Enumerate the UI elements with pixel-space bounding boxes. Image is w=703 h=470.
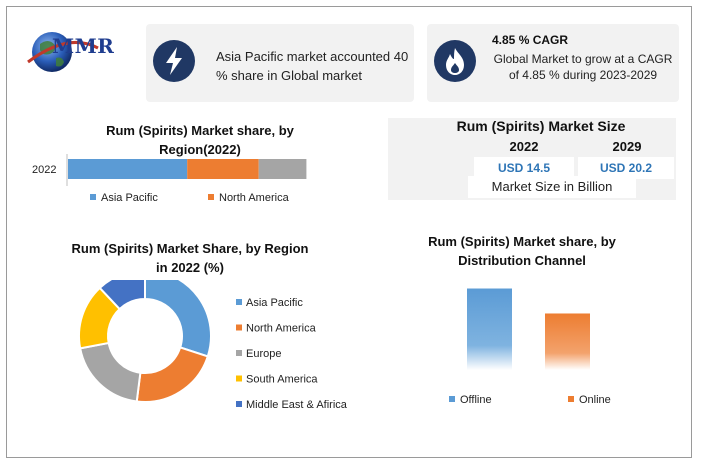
flame-icon [434, 40, 476, 82]
infographic-frame [6, 6, 692, 458]
region-share-title: Rum (Spirits) Market share, by Region(20… [80, 121, 320, 159]
legend-swatch [236, 401, 242, 407]
market-size-caption: Market Size in Billion [468, 176, 636, 198]
cagr-text: Global Market to grow at a CAGR of 4.85 … [493, 52, 673, 82]
legend-swatch [236, 350, 242, 356]
distribution-title-text: Rum (Spirits) Market share, by Distribut… [428, 234, 616, 268]
cagr-title: 4.85 % CAGR [492, 33, 569, 47]
donut-slice-europe [78, 341, 142, 403]
donut-title-text: Rum (Spirits) Market Share, by Region in… [71, 241, 309, 275]
value-2029: USD 20.2 [578, 157, 674, 179]
region-share-title-text: Rum (Spirits) Market share, by Region(20… [106, 123, 294, 157]
donut-slice-middle-east-afirica [98, 280, 146, 311]
legend-swatch [236, 299, 242, 305]
legend-label: South America [246, 374, 318, 386]
legend-swatch [236, 375, 242, 382]
bar-online [545, 313, 590, 370]
legend-swatch [568, 396, 574, 402]
legend-label: Asia Pacific [246, 297, 303, 309]
legend-label: North America [219, 192, 290, 204]
category-label: 2022 [32, 164, 56, 176]
year-2029-label: 2029 [612, 139, 642, 154]
legend-label: Middle East & Afirica [246, 399, 348, 411]
bar-offline [467, 288, 512, 370]
market-size-title: Rum (Spirits) Market Size [456, 118, 626, 134]
stacked-segment-other [258, 159, 307, 179]
legend-label: Online [579, 394, 611, 406]
legend-swatch [90, 194, 96, 200]
year-2022-label: 2022 [509, 139, 539, 154]
legend-label: Asia Pacific [101, 192, 158, 204]
distribution-title: Rum (Spirits) Market share, by Distribut… [398, 232, 646, 270]
stacked-segment-asia-pacific [68, 159, 188, 179]
region-share-bar-chart: 2022 Asia Pacific North America [32, 154, 307, 204]
value-2022: USD 14.5 [474, 157, 574, 179]
legend-label: Offline [460, 394, 492, 406]
legend-label: Europe [246, 348, 281, 360]
lightning-icon [153, 40, 195, 82]
mmr-logo [27, 32, 99, 72]
region-donut-chart: Asia Pacific North America Europe South Ame… [78, 280, 348, 411]
logo-text: MMR [52, 34, 115, 58]
stacked-segment-north-america [187, 159, 259, 179]
legend-swatch [449, 396, 455, 402]
legend-swatch [208, 194, 214, 200]
donut-title: Rum (Spirits) Market Share, by Region in… [70, 239, 310, 277]
donut-slice-asia-pacific [144, 280, 212, 358]
donut-slice-north-america [135, 346, 210, 403]
legend-label: North America [246, 323, 317, 335]
legend-swatch [236, 324, 242, 331]
distribution-bar-chart: Offline Online [449, 288, 611, 406]
asia-pacific-share-text: Asia Pacific market accounted 40 % share… [216, 49, 409, 83]
